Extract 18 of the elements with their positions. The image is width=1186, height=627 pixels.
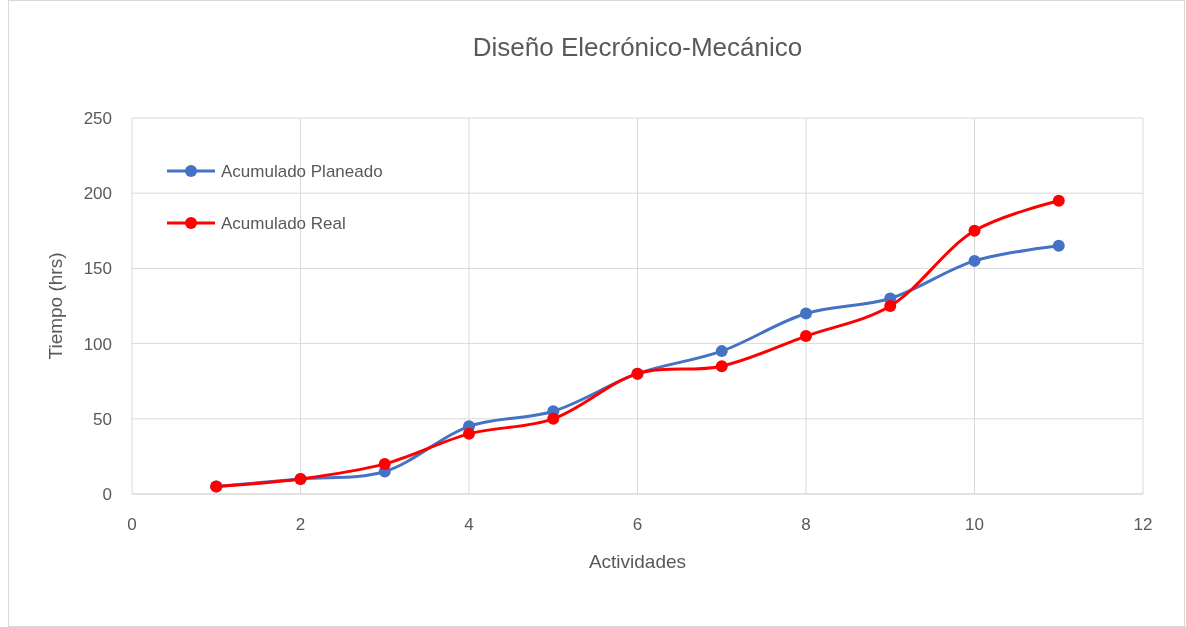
x-tick-label: 0 (127, 515, 137, 534)
y-axis-title: Tiempo (hrs) (45, 252, 66, 360)
x-tick-label: 12 (1133, 515, 1153, 534)
x-tick-label: 4 (464, 515, 474, 534)
legend-label: Acumulado Real (221, 214, 346, 233)
x-tick-label: 8 (801, 515, 811, 534)
x-tick-label: 10 (965, 515, 984, 534)
y-tick-label: 150 (83, 259, 112, 279)
legend-label: Acumulado Planeado (221, 162, 383, 181)
y-tick-label: 100 (83, 334, 112, 354)
chart-title: Diseño Elecrónico-Mecánico (472, 32, 803, 62)
x-axis-title: Actividades (588, 551, 687, 572)
x-tick-label: 6 (632, 515, 643, 534)
x-tick-label: 2 (295, 515, 306, 534)
y-tick-label: 250 (83, 109, 112, 128)
y-tick-label: 50 (93, 409, 112, 429)
y-tick-label: 200 (83, 184, 112, 204)
y-tick-label: 0 (102, 485, 112, 504)
